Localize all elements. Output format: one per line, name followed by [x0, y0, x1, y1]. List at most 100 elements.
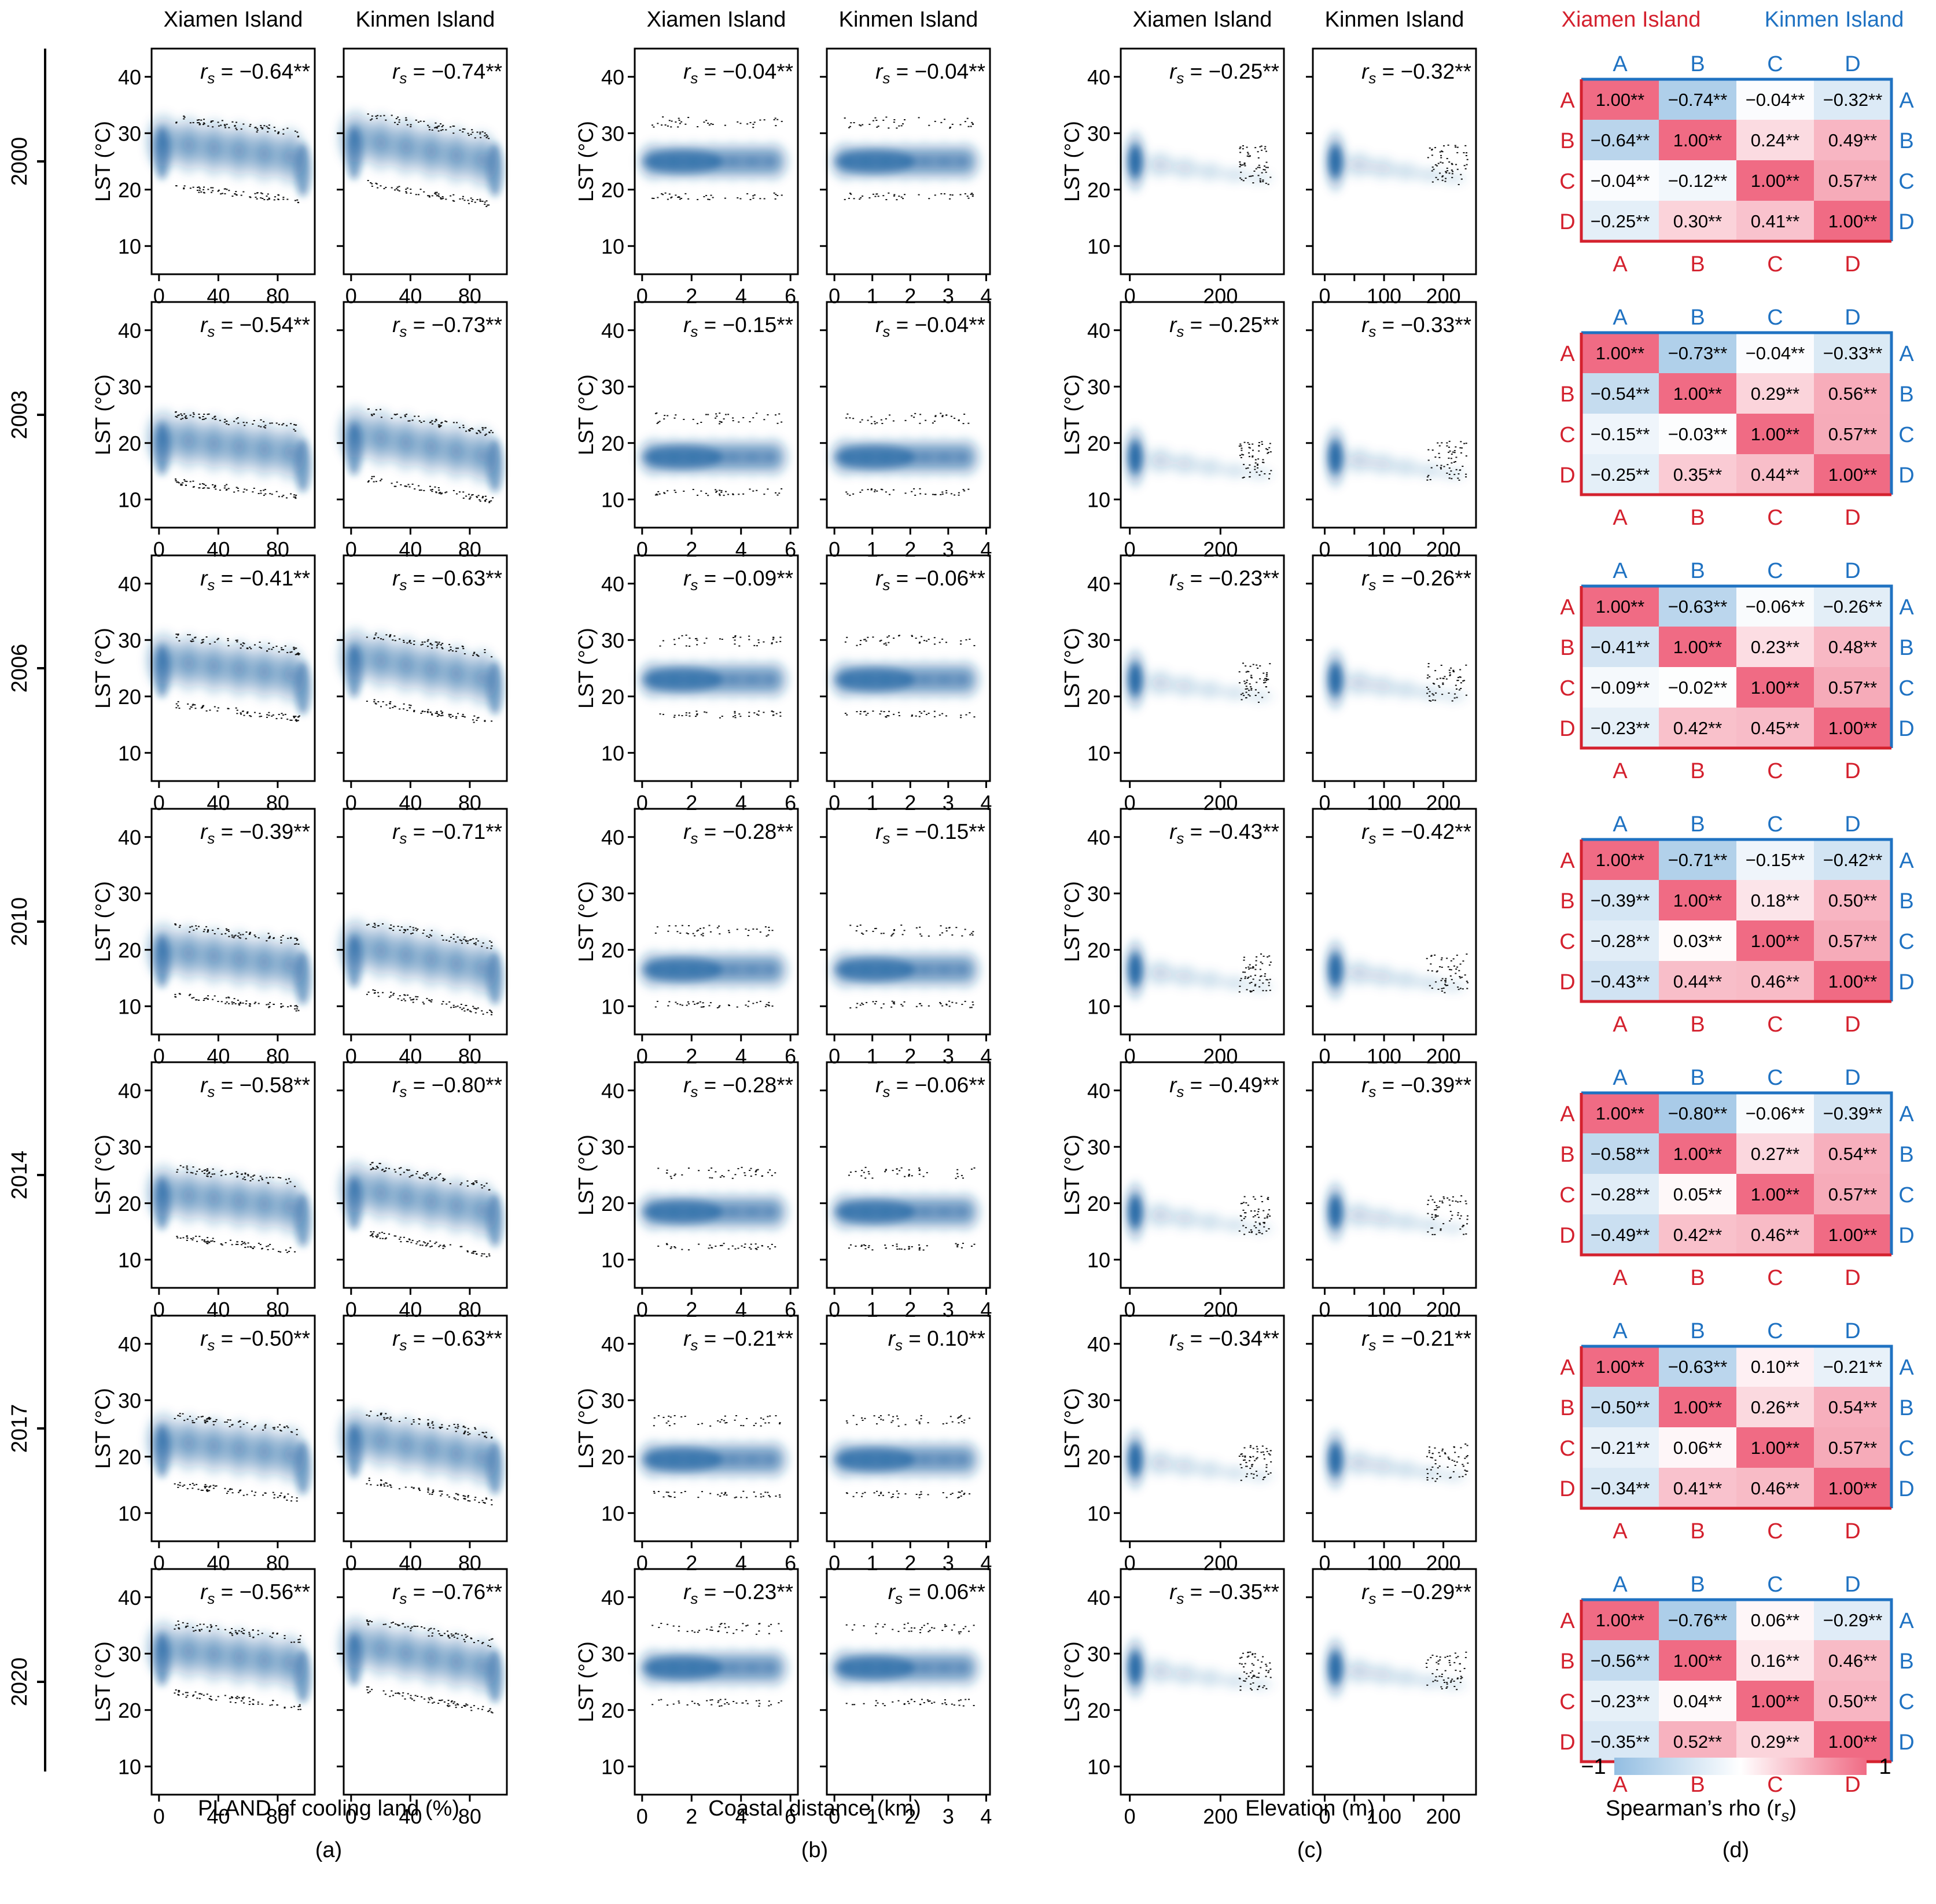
scatter-point: [373, 476, 375, 477]
heatmap-cell: [1659, 1346, 1736, 1387]
scatter-point: [1434, 1233, 1436, 1235]
scatter-point: [417, 121, 419, 123]
scatter-point: [1446, 957, 1448, 959]
scatter-points: [849, 925, 974, 1009]
scatter-point: [962, 1177, 964, 1179]
rs-annotation: rs = −0.42**: [1361, 820, 1471, 847]
scatter-point: [1460, 688, 1462, 690]
scatter-point: [189, 1416, 191, 1417]
scatter-point: [290, 1005, 292, 1007]
scatter-point: [403, 1172, 405, 1173]
scatter-point: [1436, 1655, 1438, 1657]
scatter-point: [371, 1689, 373, 1691]
scatter-point: [698, 1630, 700, 1632]
scatter-point: [485, 1431, 487, 1433]
scatter-point: [1252, 450, 1254, 451]
scatter-point: [1447, 1456, 1449, 1458]
scatter-point: [931, 1627, 933, 1629]
scatter-point: [236, 1241, 238, 1243]
scatter-point: [970, 1246, 973, 1247]
scatter-point: [1239, 177, 1242, 179]
scatter-point: [282, 197, 285, 198]
scatter-point: [927, 1422, 929, 1424]
scatter-point: [667, 198, 669, 200]
scatter-point: [435, 193, 437, 195]
scatter-point: [182, 1485, 184, 1487]
var-label-top: B: [1690, 559, 1705, 583]
scatter-point: [438, 492, 440, 494]
scatter-point: [1250, 688, 1253, 690]
scatter-point: [414, 1695, 417, 1696]
scatter-point: [1242, 145, 1244, 147]
scatter-point: [938, 642, 941, 643]
scatter-point: [1261, 1445, 1264, 1447]
scatter-point: [430, 1627, 432, 1629]
scatter-point: [746, 1497, 748, 1498]
scatter-point: [940, 413, 942, 414]
scatter-point: [1466, 981, 1468, 982]
scatter-point: [1437, 1660, 1440, 1662]
scatter-point: [235, 127, 237, 129]
x-tick-label: 0: [153, 1298, 165, 1321]
scatter-point: [1240, 171, 1242, 173]
scatter-point: [683, 491, 685, 492]
x-tick-label: 0: [636, 1298, 648, 1321]
var-label-right: D: [1898, 1224, 1914, 1248]
scatter-point: [679, 123, 681, 124]
y-tick-label: 30: [1087, 882, 1110, 905]
scatter-point: [759, 1000, 761, 1002]
scatter-point: [421, 1177, 424, 1179]
scatter-point: [431, 1422, 433, 1424]
scatter-point: [470, 1011, 472, 1012]
scatter-point: [190, 1172, 192, 1173]
scatter-point: [1265, 167, 1267, 168]
scatter-point: [441, 126, 443, 128]
scatter-point: [1265, 680, 1268, 682]
scatter-point: [452, 1006, 455, 1008]
scatter-point: [395, 485, 397, 487]
scatter-point: [395, 1692, 397, 1694]
y-tick-label: 40: [1087, 1332, 1110, 1356]
scatter-point: [459, 198, 461, 200]
scatter-point: [231, 1492, 234, 1494]
scatter-point: [262, 197, 264, 199]
scatter-point: [709, 1629, 712, 1631]
scatter-point: [484, 132, 486, 134]
scatter-point: [242, 1494, 245, 1496]
scatter-point: [256, 128, 258, 130]
scatter-point: [1252, 456, 1254, 458]
scatter-point: [452, 489, 455, 491]
scatter-point: [694, 1003, 696, 1005]
scatter-point: [444, 1246, 446, 1247]
scatter-point: [1430, 1469, 1432, 1471]
scatter-point: [658, 1699, 660, 1701]
scatter-point: [1461, 447, 1463, 449]
scatter-point: [211, 1240, 214, 1242]
scatter-point: [440, 1634, 442, 1636]
scatter-point: [1428, 1450, 1430, 1452]
x-tick-label: 200: [1426, 1044, 1461, 1068]
scatter-point: [1249, 472, 1252, 473]
scatter-point: [888, 710, 890, 712]
scatter-point: [217, 707, 219, 709]
scatter-point: [203, 1173, 205, 1174]
scatter-point: [178, 640, 181, 642]
scatter-point: [948, 927, 951, 929]
scatter-point: [945, 414, 948, 416]
scatter-point: [686, 1704, 689, 1706]
scatter-point: [716, 490, 718, 492]
scatter-point: [461, 1634, 463, 1636]
scatter-point: [709, 1425, 712, 1427]
scatter-point: [1438, 1452, 1440, 1453]
scatter-point: [872, 1001, 874, 1003]
scatter-point: [925, 419, 927, 421]
scatter-point: [719, 1495, 722, 1497]
scatter-point: [1431, 1233, 1434, 1235]
scatter-point: [1268, 982, 1270, 984]
y-tick-label: 10: [1087, 1755, 1110, 1778]
x-tick-label: 6: [785, 1298, 796, 1321]
density-cloud: [141, 1159, 312, 1247]
scatter-point: [206, 1170, 208, 1172]
scatter-point: [1248, 443, 1250, 445]
scatter-point: [962, 423, 965, 425]
